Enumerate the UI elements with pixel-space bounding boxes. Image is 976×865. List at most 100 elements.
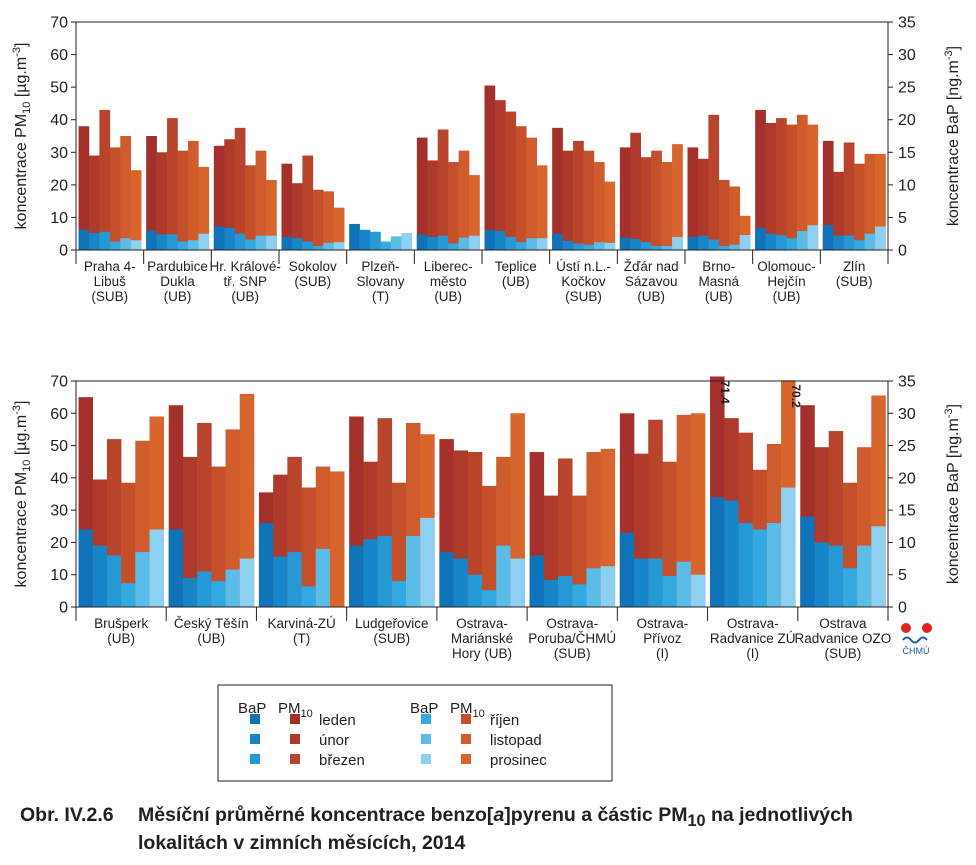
pm10-bar [437, 129, 449, 250]
bap-bar [687, 236, 699, 250]
pm10-bar [755, 109, 766, 250]
pm10-bar [765, 122, 777, 250]
y-right-tick-label: 30 [898, 47, 916, 64]
logo-text: ČHMÚ [903, 646, 930, 656]
station-label: Sázavou [625, 274, 678, 289]
bap-bar [842, 568, 858, 607]
bap-bar [156, 234, 168, 250]
y-right-tick-label: 5 [898, 567, 907, 584]
logo-dot-right [922, 623, 932, 633]
bap-bar [833, 235, 845, 250]
pm10-bar [234, 127, 246, 250]
bap-bar [467, 574, 483, 607]
legend: BaP PM10 BaP PM10ledenúnorbřezenříjenlistop… [217, 684, 613, 782]
bap-bar [234, 233, 246, 250]
station-label: Radvanice OZO [795, 631, 892, 646]
y-left-tick-label: 60 [50, 47, 68, 64]
station-label: Brno- [702, 259, 735, 274]
station-label: Libuš [94, 274, 127, 289]
pm10-bar [467, 452, 483, 607]
pm10-bar [505, 111, 517, 250]
station-label: Ostrava- [637, 616, 689, 631]
station-label: (UB) [107, 631, 135, 646]
pm10-bar [458, 150, 470, 250]
bap-bar [177, 241, 189, 250]
caption-text-mid: ]pyrenu a částic PM [504, 804, 688, 826]
bap-bar [724, 500, 739, 607]
station-label: (SUB) [836, 274, 873, 289]
bap-bar [401, 233, 413, 250]
bap-bar [239, 558, 255, 607]
pm10-bar [619, 147, 631, 250]
y-left-label-sup: -3 [11, 47, 23, 57]
station-label: Hr. Králové- [210, 259, 281, 274]
pm10-bar [572, 495, 587, 607]
bap-bar [634, 558, 649, 607]
legend-swatch-pm [290, 714, 300, 724]
bap-bar [168, 529, 184, 607]
station-label: Ostrava- [546, 616, 598, 631]
bap-bar [211, 581, 226, 607]
plot-frame [75, 21, 889, 251]
station-label: (UB) [637, 289, 665, 304]
bap-bar [390, 236, 402, 250]
pm10-bar [593, 162, 605, 250]
bap-bar [302, 241, 314, 250]
bap-bar [149, 529, 165, 607]
pm10-bar [109, 147, 121, 250]
pm10-bar [239, 393, 255, 607]
bap-bar [420, 517, 435, 607]
legend-swatch-pm [290, 754, 300, 764]
bap-bar [822, 225, 834, 250]
y-left-tick-label: 0 [59, 600, 68, 617]
pm10-bar [416, 137, 428, 250]
y-right-axis-label: koncentrace BaP [ng.m-3] [943, 46, 962, 226]
station-label: Praha 4- [84, 259, 136, 274]
pm10-bar [739, 215, 751, 250]
logo-wave [902, 636, 928, 644]
y-left-tick-label: 10 [50, 210, 68, 227]
bap-bar [875, 226, 886, 250]
bap-bar [377, 535, 393, 607]
bap-bar [526, 238, 538, 250]
bap-bar [315, 548, 331, 607]
y-left-label-sub: 10 [21, 102, 33, 114]
pm10-bar [558, 458, 573, 607]
y-right-tick-label: 30 [898, 406, 916, 423]
bap-bar [843, 235, 855, 250]
station-label: (UB) [197, 631, 225, 646]
bap-bar [505, 236, 517, 250]
bap-bar [765, 233, 777, 250]
bap-bar [854, 240, 865, 250]
y-left-tick-label: 50 [50, 438, 68, 455]
bap-bar [781, 487, 796, 607]
pm10-bar [651, 150, 662, 250]
bap-bar [776, 235, 787, 250]
chart-panel-2: Brušperk(UB)Český Těšín(UB)Karviná-ZÚ(T)… [11, 374, 962, 662]
pm10-bar [211, 466, 226, 607]
data-label: 70.2 [789, 384, 803, 408]
y-left-tick-label: 30 [50, 503, 68, 520]
y-left-tick-label: 0 [59, 243, 68, 260]
station-label: Ostrava [819, 616, 867, 631]
pm10-bar [661, 162, 673, 250]
bap-bar [182, 577, 198, 607]
y-right-axis-label: koncentrace BaP [ng.m-3] [943, 404, 962, 584]
bap-bar [78, 229, 90, 250]
y-left-label-main: koncentrace PM [13, 472, 30, 588]
bap-bar [766, 523, 782, 607]
station-label: Karviná-ZÚ [267, 616, 335, 631]
pm10-bar [494, 100, 506, 250]
legend-header-bap: BaP [410, 700, 438, 717]
bap-bar [651, 246, 662, 250]
y-right-tick-label: 5 [898, 210, 907, 227]
pm10-bar [225, 429, 241, 607]
y-left-label-end: ] [13, 401, 30, 405]
pm10-bar [245, 165, 256, 250]
bap-bar [738, 523, 753, 607]
y-right-label-main: koncentrace BaP [ng.m [945, 60, 962, 226]
station-label: Olomouc- [757, 259, 816, 274]
station-label: Dukla [160, 274, 195, 289]
y-left-tick-label: 60 [50, 406, 68, 423]
caption-text-after: na jednotlivých [705, 804, 853, 826]
